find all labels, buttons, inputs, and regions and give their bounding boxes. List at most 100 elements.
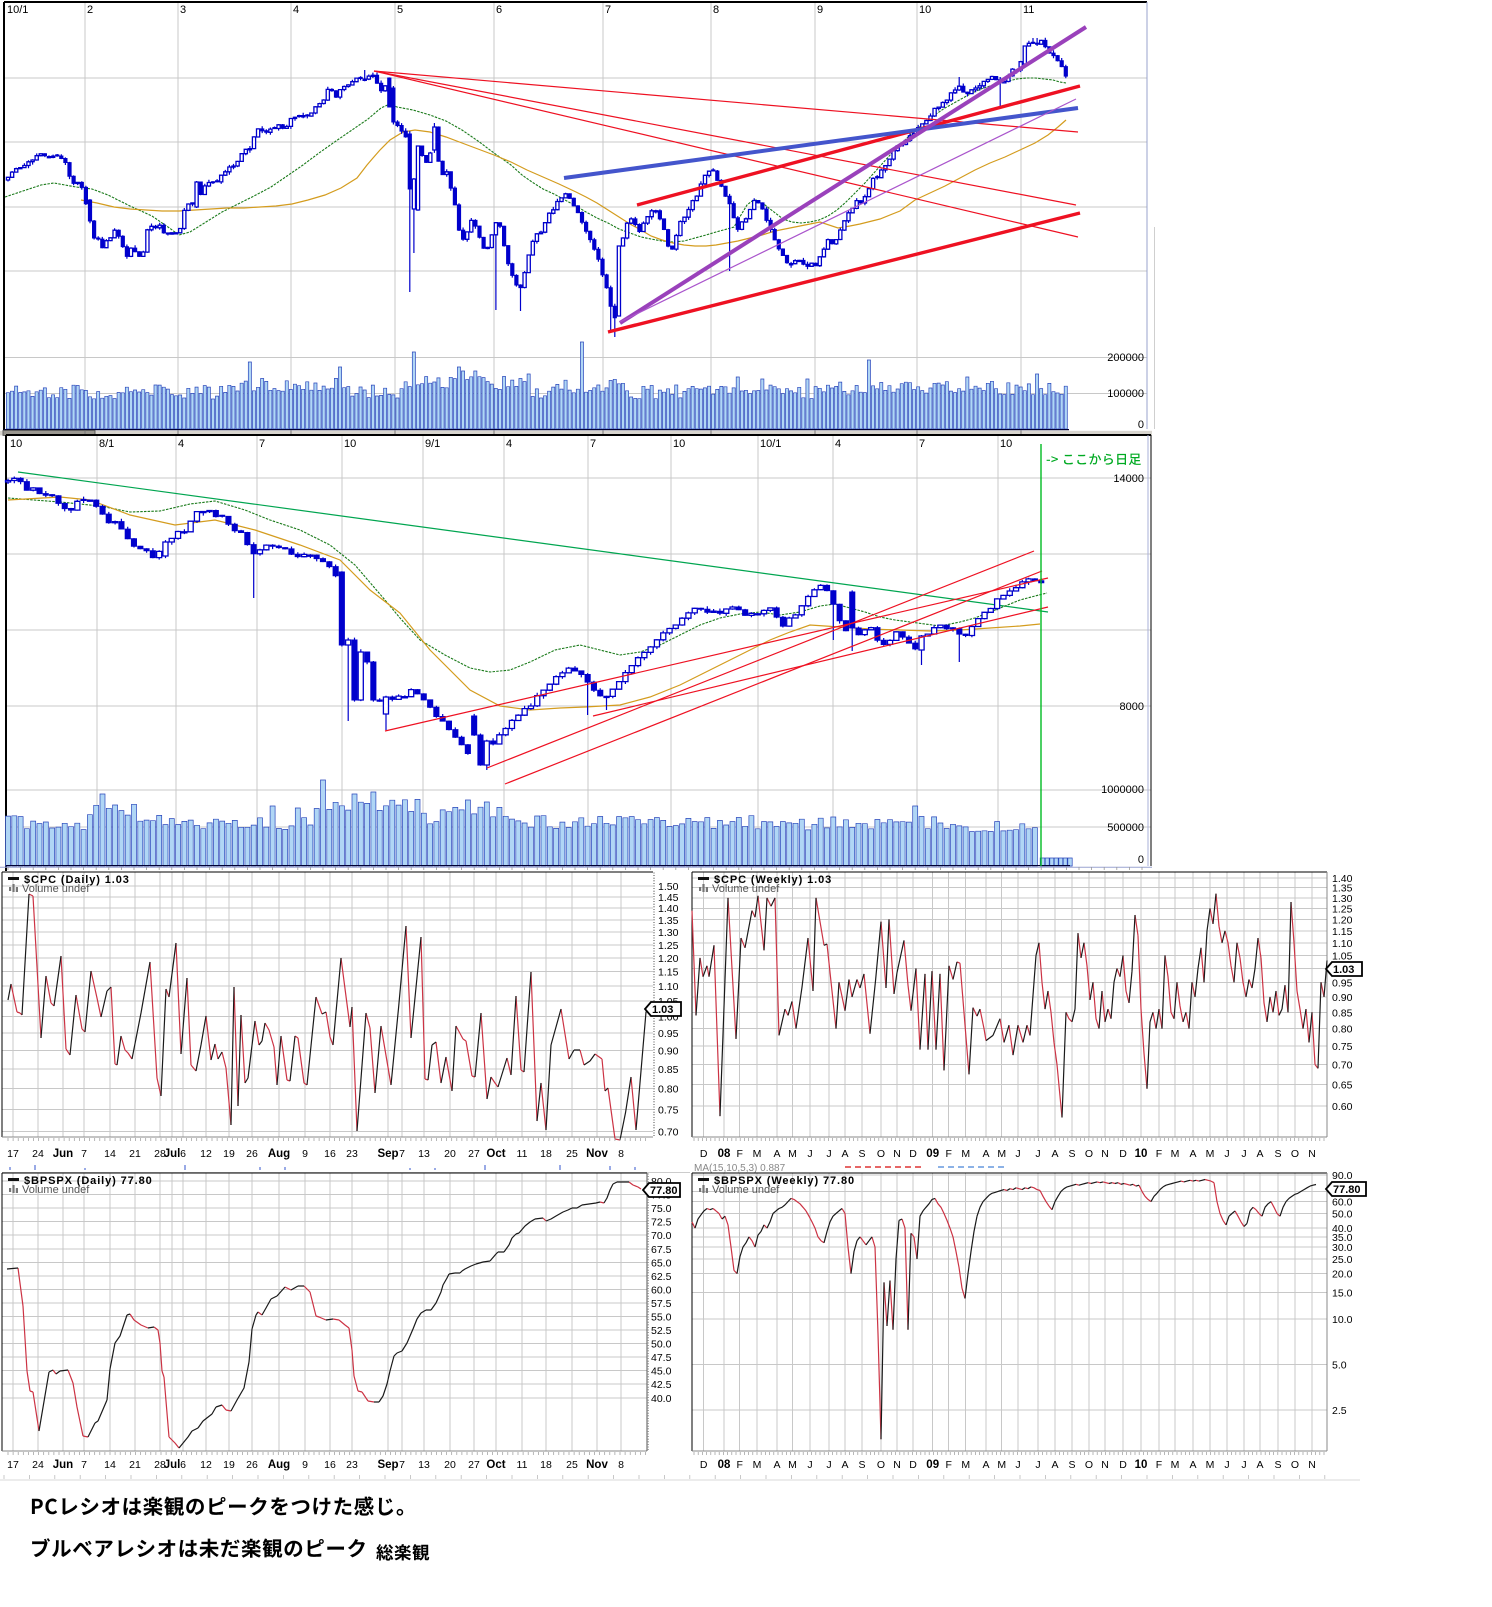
svg-text:4: 4	[178, 438, 184, 450]
svg-text:1.03: 1.03	[652, 1004, 673, 1016]
svg-text:0.70: 0.70	[658, 1127, 679, 1139]
svg-text:Sep: Sep	[377, 1148, 398, 1160]
svg-text:72.5: 72.5	[651, 1217, 672, 1229]
svg-text:A: A	[841, 1148, 848, 1160]
svg-text:7: 7	[919, 438, 925, 450]
svg-text:O: O	[1085, 1459, 1093, 1471]
svg-text:1.10: 1.10	[1332, 938, 1353, 950]
svg-text:0.65: 0.65	[1332, 1080, 1353, 1092]
svg-text:J: J	[1224, 1148, 1229, 1160]
svg-text:J: J	[826, 1148, 831, 1160]
svg-text:19: 19	[223, 1459, 235, 1471]
svg-text:0.85: 0.85	[1332, 1007, 1353, 1019]
svg-text:12: 12	[200, 1459, 212, 1471]
svg-text:1.15: 1.15	[658, 967, 679, 979]
svg-text:10.0: 10.0	[1332, 1314, 1353, 1326]
svg-text:0.80: 0.80	[1332, 1024, 1353, 1036]
svg-text:J: J	[807, 1459, 812, 1471]
svg-text:M: M	[753, 1459, 762, 1471]
svg-text:7: 7	[399, 1148, 405, 1160]
svg-text:F: F	[736, 1148, 742, 1160]
svg-text:1.20: 1.20	[1332, 914, 1353, 926]
svg-text:27: 27	[468, 1148, 480, 1160]
svg-text:8: 8	[618, 1148, 624, 1160]
svg-text:16: 16	[324, 1459, 336, 1471]
svg-text:Nov: Nov	[586, 1148, 608, 1160]
svg-text:1000000: 1000000	[1101, 784, 1144, 796]
svg-text:N: N	[1101, 1459, 1109, 1471]
svg-text:0: 0	[1138, 854, 1144, 866]
svg-text:10: 10	[1135, 1459, 1148, 1471]
svg-text:1.40: 1.40	[1332, 873, 1353, 885]
svg-text:7: 7	[590, 438, 596, 450]
svg-text:28: 28	[154, 1148, 166, 1160]
svg-text:O: O	[877, 1148, 885, 1160]
svg-text:52.5: 52.5	[651, 1325, 672, 1337]
svg-text:67.5: 67.5	[651, 1244, 672, 1256]
svg-text:M: M	[753, 1148, 762, 1160]
svg-text:25: 25	[566, 1459, 578, 1471]
svg-text:5.0: 5.0	[1332, 1360, 1347, 1372]
svg-text:A: A	[1189, 1459, 1196, 1471]
svg-text:$CPC (Weekly) 1.03: $CPC (Weekly) 1.03	[714, 874, 832, 886]
svg-text:21: 21	[129, 1459, 141, 1471]
svg-text:4: 4	[506, 438, 512, 450]
svg-text:1.10: 1.10	[658, 981, 679, 993]
svg-text:1.50: 1.50	[658, 881, 679, 893]
svg-text:7: 7	[81, 1148, 87, 1160]
svg-text:26: 26	[246, 1148, 258, 1160]
svg-text:6: 6	[180, 1459, 186, 1471]
svg-text:17: 17	[7, 1459, 19, 1471]
svg-text:0.60: 0.60	[1332, 1101, 1353, 1113]
svg-text:D: D	[1119, 1459, 1127, 1471]
svg-text:S: S	[1274, 1459, 1281, 1471]
svg-text:Sep: Sep	[377, 1459, 398, 1471]
svg-text:A: A	[1256, 1459, 1263, 1471]
svg-text:A: A	[773, 1148, 780, 1160]
svg-text:N: N	[893, 1459, 901, 1471]
svg-text:D: D	[700, 1459, 708, 1471]
svg-text:Nov: Nov	[586, 1459, 608, 1471]
svg-text:M: M	[1171, 1459, 1180, 1471]
svg-text:15.0: 15.0	[1332, 1288, 1353, 1300]
svg-text:08: 08	[718, 1148, 731, 1160]
svg-text:23: 23	[346, 1459, 358, 1471]
svg-text:M: M	[997, 1459, 1006, 1471]
svg-text:09: 09	[926, 1148, 939, 1160]
svg-text:18: 18	[540, 1148, 552, 1160]
svg-text:0.85: 0.85	[658, 1064, 679, 1076]
svg-text:1.40: 1.40	[658, 903, 679, 915]
svg-text:21: 21	[129, 1148, 141, 1160]
svg-text:6: 6	[496, 4, 502, 16]
svg-text:O: O	[1085, 1148, 1093, 1160]
svg-text:S: S	[1068, 1148, 1075, 1160]
svg-text:Jul: Jul	[164, 1148, 181, 1160]
svg-text:9: 9	[302, 1459, 308, 1471]
svg-text:Volume undef: Volume undef	[712, 883, 780, 895]
svg-text:65.0: 65.0	[651, 1257, 672, 1269]
svg-text:19: 19	[223, 1148, 235, 1160]
svg-text:8: 8	[713, 4, 719, 16]
svg-text:A: A	[841, 1459, 848, 1471]
svg-text:14000: 14000	[1113, 473, 1144, 485]
svg-text:60.0: 60.0	[651, 1284, 672, 1296]
svg-text:7: 7	[399, 1459, 405, 1471]
svg-text:75.0: 75.0	[651, 1203, 672, 1215]
svg-text:F: F	[1156, 1148, 1162, 1160]
svg-text:77.80: 77.80	[650, 1185, 678, 1197]
svg-text:0.90: 0.90	[658, 1046, 679, 1058]
svg-text:0.80: 0.80	[658, 1084, 679, 1096]
svg-text:1.30: 1.30	[1332, 893, 1353, 905]
svg-text:J: J	[826, 1459, 831, 1471]
svg-text:J: J	[1035, 1148, 1040, 1160]
svg-text:25.0: 25.0	[1332, 1254, 1353, 1266]
svg-text:$CPC (Daily) 1.03: $CPC (Daily) 1.03	[24, 874, 130, 886]
svg-text:26: 26	[246, 1459, 258, 1471]
svg-text:13: 13	[418, 1148, 430, 1160]
svg-text:6: 6	[180, 1148, 186, 1160]
svg-text:N: N	[1308, 1148, 1316, 1160]
svg-text:2: 2	[87, 4, 93, 16]
svg-text:Jul: Jul	[164, 1459, 181, 1471]
svg-text:20: 20	[444, 1459, 456, 1471]
svg-text:M: M	[961, 1148, 970, 1160]
